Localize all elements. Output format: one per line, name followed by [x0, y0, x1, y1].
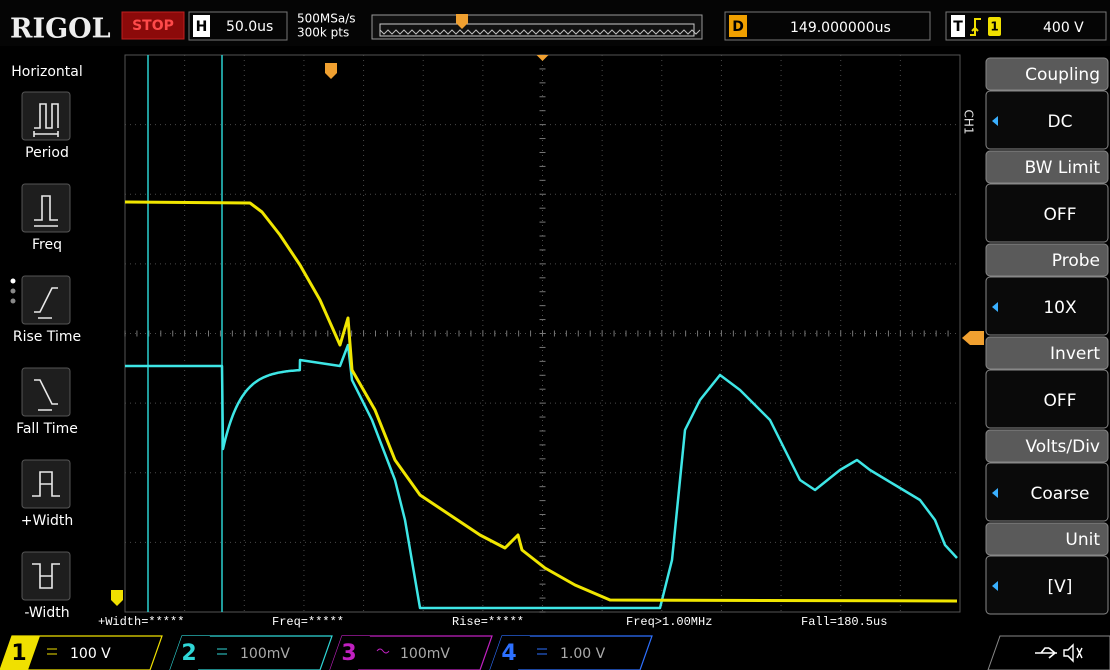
channel-number: 3: [341, 641, 356, 666]
right-menu-value: 10X: [1043, 298, 1077, 318]
left-menu-item[interactable]: [22, 552, 70, 600]
channel-scale: 100 V: [70, 646, 111, 662]
right-menu-label: Unit: [1065, 530, 1100, 550]
right-menu-value: DC: [1048, 112, 1073, 132]
left-menu-label: -Width: [24, 605, 69, 621]
menu-icon-frame: [22, 184, 70, 232]
trigger-level: 400 V: [1043, 20, 1084, 36]
timebase-value: 50.0us: [226, 19, 273, 35]
page-indicator-dot: [11, 299, 16, 304]
right-menu-label: Probe: [1052, 251, 1100, 271]
channel-number: 4: [501, 641, 516, 666]
left-menu-item[interactable]: [22, 460, 70, 508]
measurement: +Width=*****: [98, 615, 184, 629]
delay-label: D: [732, 19, 744, 35]
trigger-label: T: [953, 19, 963, 35]
left-menu-item[interactable]: [22, 92, 70, 140]
channel-number: 1: [11, 641, 26, 666]
page-body: {"header": {"brand": "RIGOL", "status": …: [0, 0, 1110, 670]
page: Oscilloscope screen html, body { margin:…: [0, 0, 1110, 670]
channel-scale: 100mV: [400, 646, 450, 662]
timebase-label: H: [196, 19, 208, 35]
channel-indicator: CH1: [962, 109, 976, 134]
channel-scale: 1.00 V: [560, 646, 606, 662]
delay-value: 149.000000us: [790, 20, 891, 36]
left-menu-label: Fall Time: [16, 421, 78, 437]
page-indicator-dot: [11, 289, 16, 294]
measurement: Freq=*****: [272, 615, 344, 629]
right-menu-label: BW Limit: [1025, 158, 1101, 178]
run-status: STOP: [132, 18, 174, 34]
left-menu-title: Horizontal: [11, 64, 82, 80]
right-menu-label: Coupling: [1025, 65, 1100, 85]
memory-depth: 300k pts: [297, 26, 349, 40]
trigger-source: 1: [990, 20, 998, 34]
channel-scale: 100mV: [240, 646, 290, 662]
right-menu-value: [V]: [1048, 577, 1073, 597]
channel-number: 2: [181, 641, 196, 666]
left-menu-item[interactable]: [22, 368, 70, 416]
left-menu-item[interactable]: [22, 184, 70, 232]
right-menu-value: OFF: [1044, 391, 1077, 411]
left-menu-item[interactable]: [22, 276, 70, 324]
brand-logo: RIGOL: [10, 14, 111, 45]
right-menu-value: Coarse: [1031, 484, 1090, 504]
left-menu-label: Freq: [32, 237, 62, 253]
right-menu-label: Invert: [1050, 344, 1100, 364]
memory-bar: [372, 15, 702, 39]
measurement: Fall=180.5us: [801, 615, 887, 629]
left-menu-label: +Width: [21, 513, 73, 529]
left-menu-label: Rise Time: [13, 329, 81, 345]
measurement: Rise=*****: [452, 615, 524, 629]
page-indicator-dot: [11, 279, 16, 284]
left-menu-label: Period: [25, 145, 69, 161]
measurement: Freq>1.00MHz: [626, 615, 712, 629]
right-menu-label: Volts/Div: [1025, 437, 1100, 457]
scope-screen: RIGOL STOP H 50.0us 500MSa/s300k pts D 149.000…: [0, 0, 1110, 670]
right-menu-value: OFF: [1044, 205, 1077, 225]
sample-rate: 500MSa/s: [297, 12, 356, 26]
